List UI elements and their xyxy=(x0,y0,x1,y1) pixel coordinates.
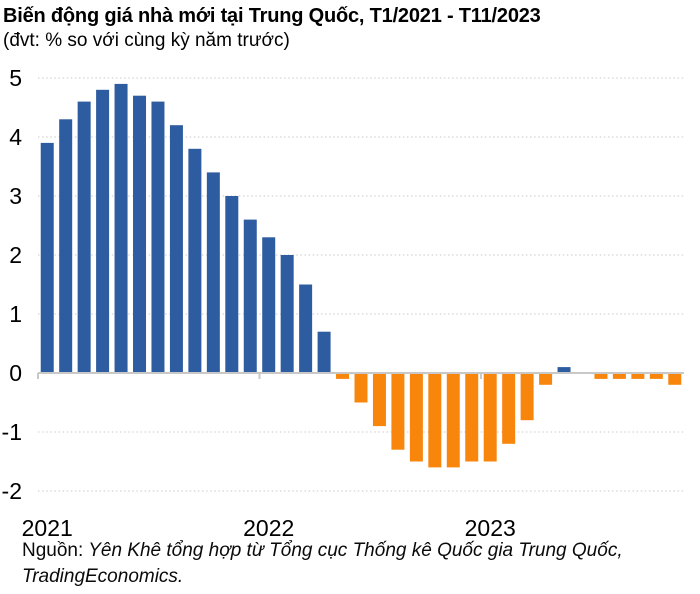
bar xyxy=(354,374,368,403)
bar xyxy=(151,101,165,372)
bar xyxy=(446,374,460,468)
source-label: Nguồn: xyxy=(22,540,84,561)
y-tick-label: 5 xyxy=(9,65,22,91)
bar xyxy=(96,89,110,373)
bar xyxy=(206,172,220,372)
bar xyxy=(391,374,405,450)
source-text: Yên Khê tổng hợp từ Tổng cục Thống kê Qu… xyxy=(22,540,623,587)
x-tick-label: 2022 xyxy=(243,515,294,541)
chart-title: Biến động giá nhà mới tại Trung Quốc, T1… xyxy=(3,5,541,27)
bar xyxy=(557,367,571,372)
chart-subtitle: (đvt: % so với cùng kỳ năm trước) xyxy=(3,30,290,51)
y-tick-label: 0 xyxy=(9,360,22,386)
bar xyxy=(225,196,239,372)
bar xyxy=(336,374,350,379)
bar xyxy=(502,374,516,444)
bar xyxy=(409,374,423,462)
y-tick-label: -1 xyxy=(2,419,22,445)
bar xyxy=(483,374,497,462)
bar xyxy=(520,374,534,421)
bar xyxy=(59,119,73,372)
x-tick-label: 2023 xyxy=(465,515,516,541)
bar xyxy=(77,101,91,372)
bar xyxy=(428,374,442,468)
bar xyxy=(133,95,147,372)
bar xyxy=(114,83,128,373)
x-tick-label: 2021 xyxy=(22,515,73,541)
bar xyxy=(539,374,553,385)
bar xyxy=(317,331,331,372)
bar xyxy=(612,374,626,379)
bar xyxy=(188,148,202,372)
y-tick-label: 1 xyxy=(9,301,22,327)
chart-header: Biến động giá nhà mới tại Trung Quốc, T1… xyxy=(3,3,697,53)
bar xyxy=(280,255,294,372)
y-tick-label: 2 xyxy=(9,242,22,268)
y-tick-label: 3 xyxy=(9,183,22,209)
bar xyxy=(169,125,183,372)
bar xyxy=(40,142,54,372)
bar xyxy=(631,374,645,379)
bar xyxy=(668,374,682,385)
bar xyxy=(594,374,608,379)
bar xyxy=(465,374,479,462)
bar xyxy=(243,219,257,372)
bar xyxy=(372,374,386,427)
source-note: Nguồn: Yên Khê tổng hợp từ Tổng cục Thốn… xyxy=(22,538,670,590)
bar xyxy=(299,284,313,372)
bar xyxy=(262,237,276,372)
y-tick-label: 4 xyxy=(9,124,22,150)
bar xyxy=(649,374,663,379)
y-tick-label: -2 xyxy=(2,478,22,504)
